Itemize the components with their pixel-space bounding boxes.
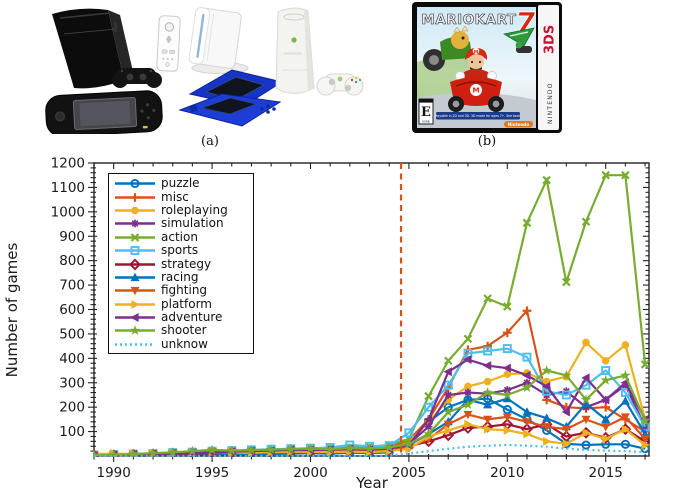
legend-label-shooter: shooter <box>161 323 207 338</box>
info-banner <box>436 112 520 120</box>
esrb-letter: E <box>421 105 431 120</box>
sidebar-nintendo-text: NINTENDO <box>547 82 554 124</box>
legend-item-simulation: simulation <box>113 217 249 230</box>
esrb-rating: E ESRB <box>418 98 434 125</box>
sidebar-3ds-logo: 3DS <box>543 25 558 54</box>
legend-marker-strategy <box>115 258 155 270</box>
nintendo-pill <box>504 121 533 128</box>
y-tick-label: 200 <box>59 400 85 416</box>
y-tick-label: 300 <box>59 375 85 391</box>
playstation-3-controller <box>112 68 162 88</box>
legend-item-racing: racing <box>113 269 249 284</box>
legend-marker-fighting <box>115 287 155 296</box>
caption-a: (a) <box>201 134 219 149</box>
legend-marker-roleplaying <box>115 206 155 215</box>
xbox-360-controller <box>316 73 364 96</box>
chart-legend: puzzle misc roleplaying simulation action spo… <box>108 173 254 355</box>
legend-label-fighting: fighting <box>161 283 208 298</box>
y-tick-label: 100 <box>59 424 85 440</box>
figure-b-mariokart7-box: MARIOKART 7 M <box>412 2 562 133</box>
y-tick-label: 500 <box>59 326 85 342</box>
legend-label-puzzle: puzzle <box>161 176 200 191</box>
legend-label-racing: racing <box>161 269 199 284</box>
legend-marker-racing <box>115 272 155 282</box>
legend-label-unknow: unknow <box>161 336 208 351</box>
legend-label-action: action <box>161 229 198 244</box>
playstation-3 <box>52 8 134 89</box>
legend-label-roleplaying: roleplaying <box>161 202 228 217</box>
series-layer <box>93 170 650 457</box>
x-tick-label: 2010 <box>490 465 524 481</box>
legend-marker-action <box>115 232 155 242</box>
x-tick-label: 2005 <box>392 465 426 481</box>
y-tick-label: 800 <box>59 253 85 269</box>
y-tick-label: 600 <box>59 302 85 318</box>
legend-item-roleplaying: roleplaying <box>113 202 249 217</box>
legend-marker-platform <box>115 299 155 309</box>
legend-marker-simulation <box>115 219 155 228</box>
x-tick-label: 1995 <box>195 465 229 481</box>
legend-label-misc: misc <box>161 189 189 204</box>
y-tick-label: 900 <box>59 229 85 245</box>
games-per-year-chart: Number of games Year 100 200 300 400 500 600 7… <box>0 150 680 491</box>
x-tick-label: 2000 <box>293 465 327 481</box>
wii-console <box>188 7 249 74</box>
info-banner-text: Playable in 2D and 3D. 3D mode for ages … <box>435 114 522 118</box>
xbox-360 <box>275 7 315 94</box>
x-tick-label: 2015 <box>589 465 623 481</box>
legend-item-unknow: unknow <box>113 336 249 351</box>
legend-item-adventure: adventure <box>113 311 249 324</box>
y-axis-label: Number of games <box>3 243 21 378</box>
legend-item-strategy: strategy <box>113 257 249 270</box>
legend-label-platform: platform <box>161 296 212 311</box>
x-tick-label: 1990 <box>97 465 131 481</box>
psp <box>45 90 163 134</box>
legend-label-simulation: simulation <box>161 216 224 231</box>
y-tick-label: 1100 <box>51 180 85 196</box>
legend-label-adventure: adventure <box>161 310 223 325</box>
legend-marker-unknow <box>115 343 155 346</box>
legend-marker-adventure <box>115 313 155 323</box>
wii-remote <box>156 15 181 72</box>
legend-marker-sports <box>115 246 155 256</box>
y-tick-label: 400 <box>59 351 85 367</box>
legend-item-action: action <box>113 229 249 244</box>
legend-item-misc: misc <box>113 190 249 203</box>
esrb-org: ESRB <box>422 120 429 124</box>
figure-a-consoles <box>45 7 364 134</box>
y-tick-label: 1000 <box>51 204 85 220</box>
legend-item-platform: platform <box>113 296 249 311</box>
nintendo-3ds-sidebar: NINTENDO 3DS <box>538 5 559 130</box>
nintendo-ds <box>178 69 284 127</box>
legend-marker-shooter <box>115 325 155 336</box>
legend-item-fighting: fighting <box>113 284 249 297</box>
legend-item-shooter: shooter <box>113 324 249 337</box>
bowser-kart <box>423 25 472 71</box>
svg-text:M: M <box>472 86 479 95</box>
legend-item-sports: sports <box>113 244 249 257</box>
y-tick-label: 1200 <box>51 156 85 172</box>
legend-marker-misc <box>115 192 155 202</box>
series-markers-shooter <box>93 365 650 457</box>
game-title: MARIOKART <box>421 12 516 28</box>
svg-text:M: M <box>474 49 479 55</box>
legend-label-strategy: strategy <box>161 256 212 271</box>
legend-marker-puzzle <box>115 179 155 189</box>
caption-b: (b) <box>477 134 497 149</box>
nintendo-pill-text: Nintendo <box>508 122 530 127</box>
legend-label-sports: sports <box>161 243 199 258</box>
mario-kart: M M <box>448 47 504 112</box>
legend-item-puzzle: puzzle <box>113 177 249 190</box>
series-line-sports <box>93 347 647 457</box>
luigi-glider <box>502 27 535 53</box>
y-tick-label: 700 <box>59 278 85 294</box>
x-axis-label: Year <box>355 474 389 491</box>
